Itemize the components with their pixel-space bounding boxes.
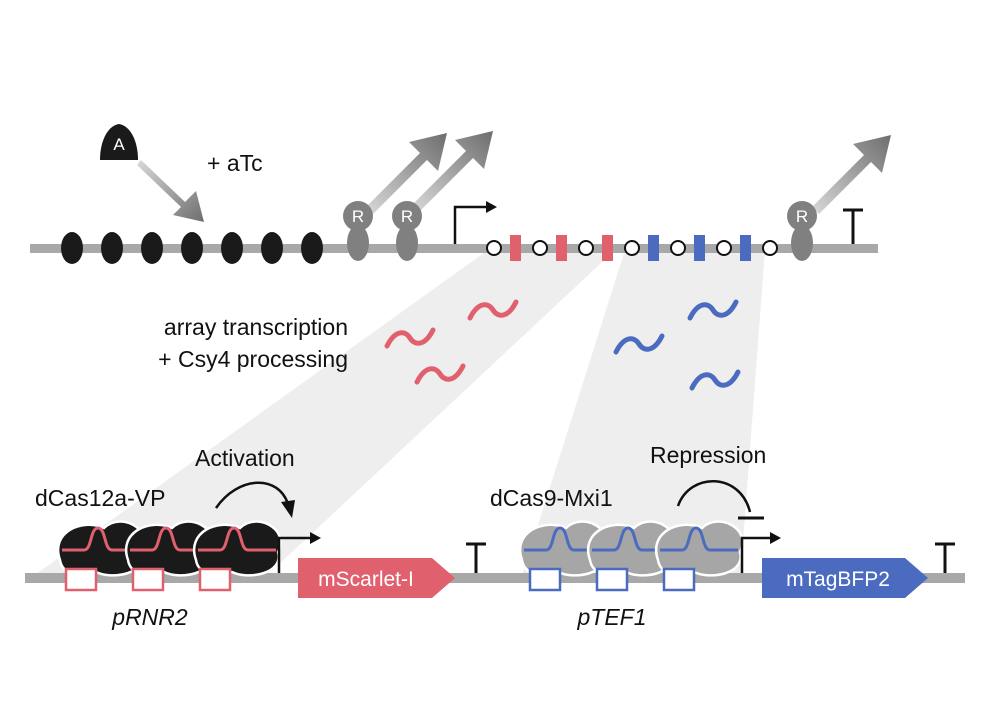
top-dna-strand: [30, 244, 878, 253]
activator-complex: [192, 520, 282, 592]
repression-grna-transcript: [613, 333, 665, 355]
operator-site: [301, 232, 323, 264]
repressor-protein: R: [343, 201, 373, 261]
atc-ligand: [100, 124, 138, 160]
repressor-letter: R: [352, 207, 364, 226]
csy4-site: [762, 240, 778, 256]
repressor-protein: R: [392, 201, 422, 261]
activation-grna-transcript: [467, 299, 519, 321]
repressor-release-arrow: [812, 135, 891, 214]
mtagbfp-reporter-label: mTagBFP2: [786, 568, 890, 591]
repressor-release-arrow: [366, 133, 447, 214]
activation-grna-transcript: [384, 327, 436, 349]
csy4-site: [578, 240, 594, 256]
grna-array: [486, 235, 778, 261]
activation-curved-arrowhead: [281, 500, 295, 518]
activator-protein-label: dCas12a-VP: [35, 485, 165, 511]
activation-curved-arrow: [214, 481, 290, 509]
repressor-protein-label: dCas9-Mxi1: [490, 485, 613, 511]
atc-ligand-letter: A: [113, 135, 125, 154]
repressor-binding-site: [528, 567, 562, 592]
repression-label: Repression: [650, 442, 766, 468]
csy4-site: [624, 240, 640, 256]
processed-repression-grnas: [613, 299, 741, 391]
activation-grna: [510, 235, 521, 261]
repression-curved-arrow: [676, 480, 752, 513]
csy4-site: [486, 240, 502, 256]
atc-label: + aTc: [207, 150, 263, 176]
csy4-site: [532, 240, 548, 256]
activation-projection-cone: [25, 250, 615, 582]
repression-promoter-label: pTEF1: [576, 604, 646, 630]
activation-promoter-arrowhead: [310, 532, 321, 544]
operator-site: [101, 232, 123, 264]
mscarlet-reporter-gene: [298, 558, 455, 598]
activation-grna: [602, 235, 613, 261]
repressor-protein: R: [787, 201, 817, 261]
activator-binding-site: [64, 567, 98, 592]
repressor-complex: [518, 520, 608, 592]
csy4-site: [670, 240, 686, 256]
csy4-site: [716, 240, 732, 256]
repressor-complex: [654, 520, 744, 592]
array-promoter-arrow: [453, 205, 488, 244]
repression-grna-transcript: [687, 299, 739, 321]
repression-grna-transcript: [689, 369, 741, 391]
processed-activation-grnas: [384, 299, 519, 385]
repression-projection-cone: [520, 250, 765, 582]
operator-site: [141, 232, 163, 264]
activator-complex: [124, 520, 214, 592]
activation-promoter-arrow: [277, 536, 312, 573]
activation-label: Activation: [195, 445, 295, 471]
repressor-binding-site: [595, 567, 629, 592]
activator-binding-site: [131, 567, 165, 592]
processing-label-line2: + Csy4 processing: [158, 346, 348, 372]
repression-grna: [694, 235, 705, 261]
array-promoter-arrowhead: [486, 201, 497, 213]
operator-site: [261, 232, 283, 264]
mtagbfp-reporter-gene: [762, 558, 928, 598]
operator-site: [221, 232, 243, 264]
repressor-release-arrow: [412, 131, 493, 212]
repressor-letter: R: [796, 207, 808, 226]
operator-array: [61, 232, 323, 264]
activation-grna: [556, 235, 567, 261]
operator-site: [61, 232, 83, 264]
repression-terminator: [935, 542, 955, 573]
activator-binding-site: [198, 567, 232, 592]
repression-grna: [740, 235, 751, 261]
activation-grna-transcript: [414, 363, 466, 385]
atc-binding-arrow: [137, 160, 204, 222]
repression-grna: [648, 235, 659, 261]
top-terminator: [843, 208, 863, 244]
operator-site: [181, 232, 203, 264]
repression-promoter-arrow: [740, 536, 772, 573]
mscarlet-reporter-label: mScarlet-I: [318, 568, 414, 591]
repressor-letter: R: [401, 207, 413, 226]
processing-label-line1: array transcription: [164, 314, 348, 340]
activation-promoter-label: pRNR2: [111, 604, 188, 630]
bottom-dna-strand: [25, 573, 965, 583]
repression-promoter-arrowhead: [770, 532, 781, 544]
activation-terminator: [466, 542, 486, 573]
repressor-binding-site: [662, 567, 696, 592]
activator-complex: [56, 520, 146, 592]
